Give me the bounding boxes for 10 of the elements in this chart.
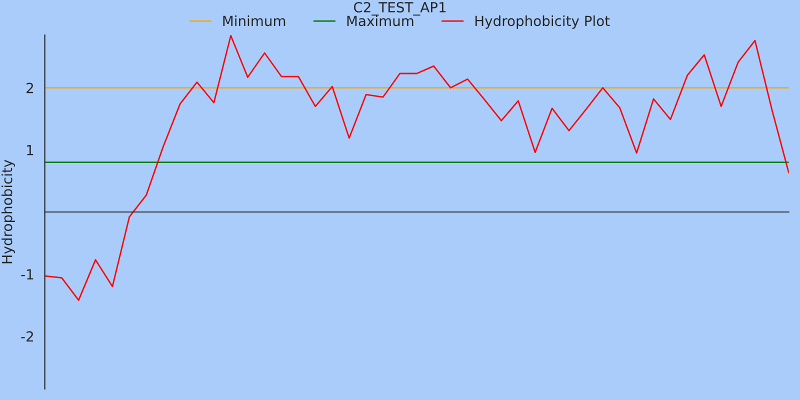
- y-tick-label: 2: [26, 82, 33, 94]
- legend-label: Maximum: [347, 15, 414, 26]
- legend-label: Minimum: [223, 15, 286, 26]
- y-axis-title: Hydrophobicity: [2, 160, 15, 264]
- y-tick-label: -1: [21, 269, 34, 280]
- y-tick-label: -2: [21, 331, 33, 342]
- line-series: [44, 35, 789, 301]
- legend-label: Hydrophobicity Plot: [475, 15, 610, 29]
- y-tick-label: 1: [27, 145, 34, 156]
- chart-title: C2_TEST_AP1: [354, 2, 446, 16]
